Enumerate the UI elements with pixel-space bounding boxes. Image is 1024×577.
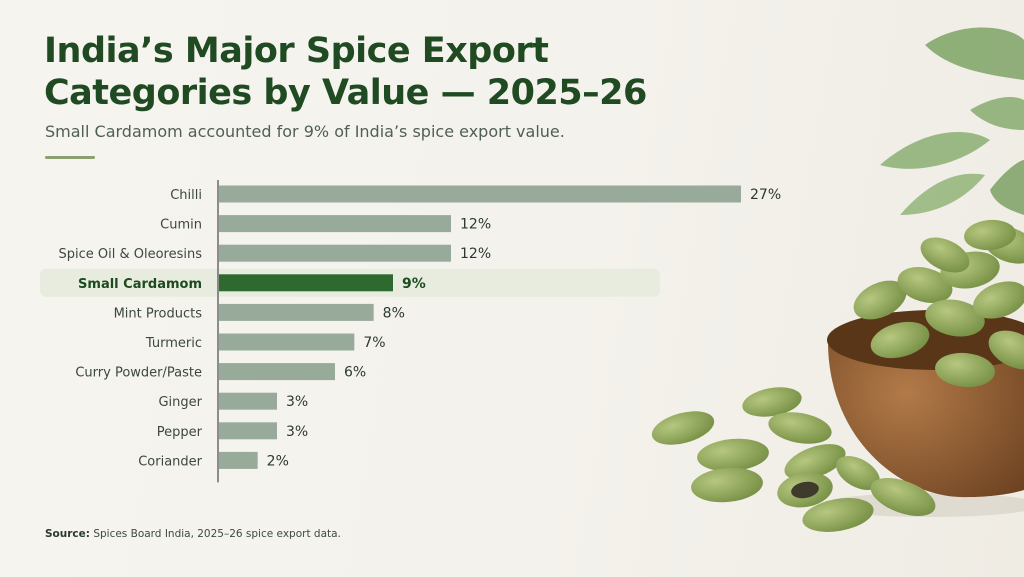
category-label: Ginger [158, 395, 202, 410]
category-label: Turmeric [145, 336, 202, 351]
bar-turmeric [219, 333, 355, 351]
source-label: Source: [45, 528, 90, 540]
bar-coriander [219, 451, 258, 469]
category-label: Spice Oil & Oleoresins [58, 247, 202, 262]
page-subtitle: Small Cardamom accounted for 9% of India… [45, 122, 565, 141]
source-text: Spices Board India, 2025–26 spice export… [93, 528, 341, 540]
category-label: Pepper [157, 425, 203, 440]
category-label: Cumin [160, 218, 202, 233]
value-label: 12% [460, 246, 491, 262]
value-label: 2% [267, 453, 289, 469]
title-divider [45, 156, 95, 159]
bar-small-cardamom [219, 274, 393, 292]
category-label: Coriander [138, 454, 202, 469]
bar-curry-powder-paste [219, 363, 335, 381]
bar-mint-products [219, 303, 374, 321]
value-label: 12% [460, 217, 491, 233]
category-label: Mint Products [114, 306, 203, 321]
bar-spice-oil-oleoresins [219, 244, 451, 262]
category-label: Chilli [170, 188, 202, 203]
value-label: 9% [402, 276, 426, 292]
page-title: India’s Major Spice Export Categories by… [44, 31, 647, 113]
source-note: Source: Spices Board India, 2025–26 spic… [45, 528, 341, 540]
value-label: 6% [344, 365, 366, 381]
value-label: 8% [383, 305, 405, 321]
value-label: 7% [363, 335, 385, 351]
value-label: 3% [286, 394, 308, 410]
bar-pepper [219, 422, 277, 440]
bar-cumin [219, 215, 451, 233]
category-label: Small Cardamom [78, 277, 202, 292]
bar-ginger [219, 392, 277, 410]
value-label: 27% [750, 187, 781, 203]
bar-chilli [219, 185, 741, 203]
category-label: Curry Powder/Paste [75, 366, 202, 381]
value-label: 3% [286, 424, 308, 440]
